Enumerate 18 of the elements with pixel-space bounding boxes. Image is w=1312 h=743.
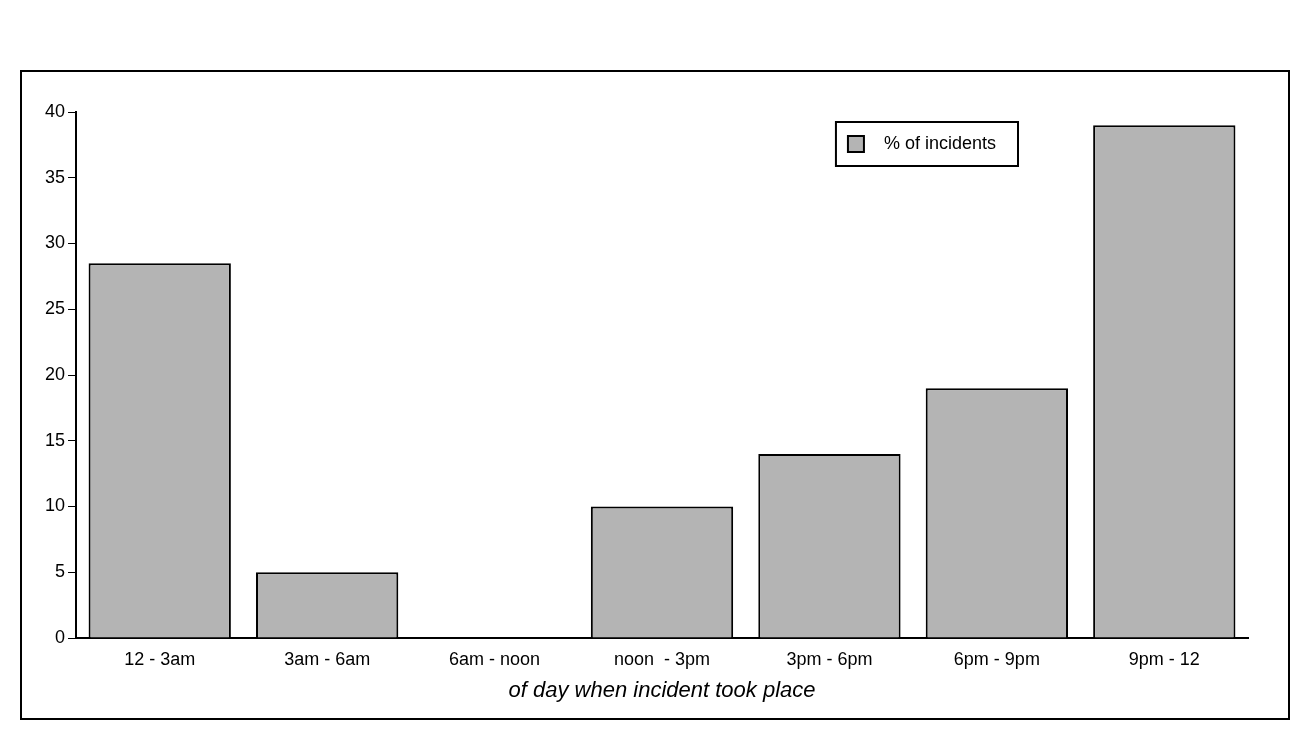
y-tick-label: 10 xyxy=(44,495,66,516)
x-tick-label: 3am - 6am xyxy=(284,648,371,669)
x-tick-label: 12 - 3am xyxy=(124,648,196,669)
y-tick-label: 25 xyxy=(44,298,66,319)
y-tick-label: 35 xyxy=(44,166,66,187)
legend-label: % of incidents xyxy=(883,132,996,153)
y-tick-label: 20 xyxy=(44,363,66,384)
x-axis-title: of day when incident took place xyxy=(508,676,816,702)
y-tick-label: 5 xyxy=(55,561,66,582)
x-tick-label: 6pm - 9pm xyxy=(953,648,1040,669)
y-tick-label: 0 xyxy=(55,626,66,647)
y-tick-label: 15 xyxy=(44,429,66,450)
x-tick-label: noon - 3pm xyxy=(613,648,711,669)
x-tick-label: 3pm - 6pm xyxy=(786,648,873,669)
x-tick-label: 9pm - 12 xyxy=(1128,648,1200,669)
y-tick-label: 40 xyxy=(44,100,66,121)
y-tick-label: 30 xyxy=(44,232,66,253)
x-tick-label: 6am - noon xyxy=(449,648,541,669)
